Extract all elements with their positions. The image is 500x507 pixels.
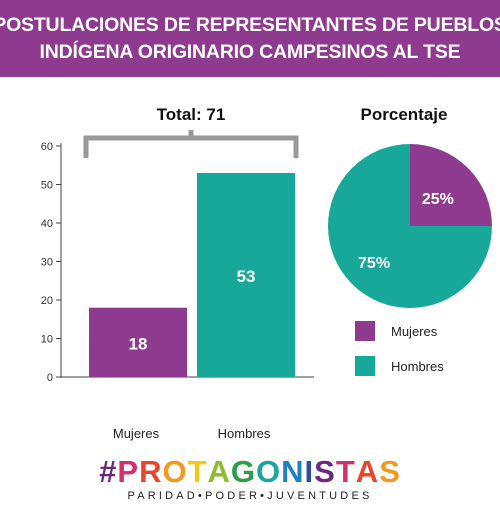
pie-chart-title: Porcentaje [361, 105, 448, 124]
bar-hombres [197, 172, 295, 377]
logo-letter: S [379, 454, 401, 489]
logo-letter: G [230, 454, 257, 489]
logo-letter: A [355, 454, 380, 489]
y-tick-label: 0 [47, 372, 53, 384]
protagonistas-logo: #PROTAGONISTAS PARIDAD•PODER•JUVENTUDES [0, 455, 500, 503]
y-tick-label: 40 [41, 218, 53, 230]
legend-swatch-hombres [355, 356, 375, 376]
y-tick-label: 20 [41, 295, 53, 307]
y-tick-label: 30 [41, 257, 53, 269]
logo-letter: R [139, 454, 163, 489]
legend-swatch-mujeres [355, 321, 375, 341]
title-line-2: INDÍGENA ORIGINARIO CAMPESINOS AL TSE [39, 40, 461, 63]
legend-label: Mujeres [391, 324, 438, 339]
y-tick-label: 60 [41, 141, 53, 153]
bar-chart-title: Total: 71 [157, 105, 226, 124]
logo-letter: O [162, 454, 188, 489]
pie-slice-label: 75% [358, 255, 390, 272]
total-bracket [83, 130, 299, 158]
logo-letter: P [117, 454, 140, 489]
legend-label: Hombres [391, 359, 444, 374]
bar-mujeres [89, 307, 187, 377]
logo-letter: N [281, 454, 305, 489]
y-tick-label: 50 [41, 180, 53, 192]
logo-letter: S [314, 454, 336, 489]
pie-slice-mujeres [410, 144, 492, 226]
pie-slice-label: 25% [422, 191, 454, 208]
x-category-label: Hombres [218, 426, 271, 441]
logo-letter: A [207, 454, 231, 489]
title-banner: POSTULACIONES DE REPRESENTANTES DE PUEBL… [0, 0, 500, 77]
charts-area: 0 10 20 30 40 50 60 18 Mujeres 53 Hombres Total: 71… [41, 105, 492, 441]
bar-value-label: 53 [237, 267, 256, 286]
logo-letter: O [256, 454, 282, 489]
title-line-1: POSTULACIONES DE REPRESENTANTES DE PUEBL… [0, 13, 500, 36]
logo-letter: T [187, 454, 208, 489]
logo-wordmark: #PROTAGONISTAS [0, 455, 500, 489]
x-category-label: Mujeres [113, 426, 160, 441]
logo-letter: I [304, 454, 315, 489]
y-tick-label: 10 [41, 334, 53, 346]
logo-letter: # [99, 454, 118, 489]
pie-slice-hombres [328, 144, 492, 308]
bar-value-label: 18 [129, 334, 148, 353]
logo-tagline: PARIDAD•PODER•JUVENTUDES [127, 490, 373, 502]
logo-letter: T [335, 454, 356, 489]
